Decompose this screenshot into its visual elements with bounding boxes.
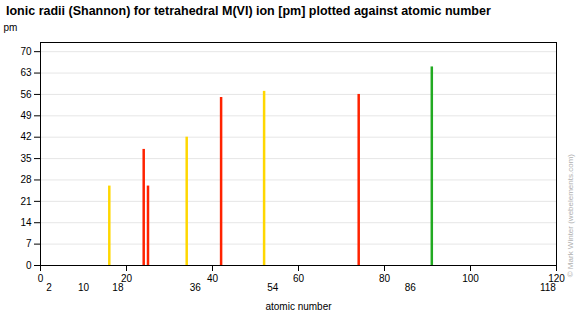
- svg-text:80: 80: [379, 273, 391, 284]
- svg-text:40: 40: [207, 273, 219, 284]
- svg-text:atomic number: atomic number: [265, 301, 332, 312]
- svg-text:21: 21: [20, 196, 32, 207]
- svg-text:118: 118: [540, 282, 556, 293]
- svg-text:70: 70: [20, 46, 32, 57]
- svg-text:28: 28: [20, 174, 32, 185]
- svg-text:60: 60: [293, 273, 305, 284]
- svg-text:63: 63: [20, 67, 32, 78]
- svg-text:120: 120: [548, 272, 565, 284]
- svg-text:0: 0: [38, 273, 44, 284]
- html-text:Ionic radii (Shannon) for tetr: Ionic radii (Shannon) for tetrahedral M(…: [6, 4, 491, 18]
- svg-text:35: 35: [20, 153, 32, 164]
- svg-text:20: 20: [120, 272, 133, 284]
- svg-text:18: 18: [112, 282, 124, 293]
- svg-text:86: 86: [405, 282, 417, 293]
- svg-text:10: 10: [78, 282, 90, 293]
- svg-text:© Mark Winter (webelements.com: © Mark Winter (webelements.com): [566, 154, 575, 278]
- svg-text:42: 42: [20, 131, 32, 142]
- svg-text:100: 100: [462, 273, 479, 284]
- svg-text:7: 7: [26, 238, 32, 249]
- svg-text:14: 14: [20, 217, 32, 228]
- svg-text:0: 0: [26, 260, 32, 271]
- svg-text:36: 36: [190, 282, 202, 293]
- svg-text:pm: pm: [4, 22, 18, 33]
- svg-text:49: 49: [20, 110, 32, 121]
- svg-text:56: 56: [20, 89, 32, 100]
- svg-text:2: 2: [46, 282, 52, 293]
- svg-text:54: 54: [267, 282, 279, 293]
